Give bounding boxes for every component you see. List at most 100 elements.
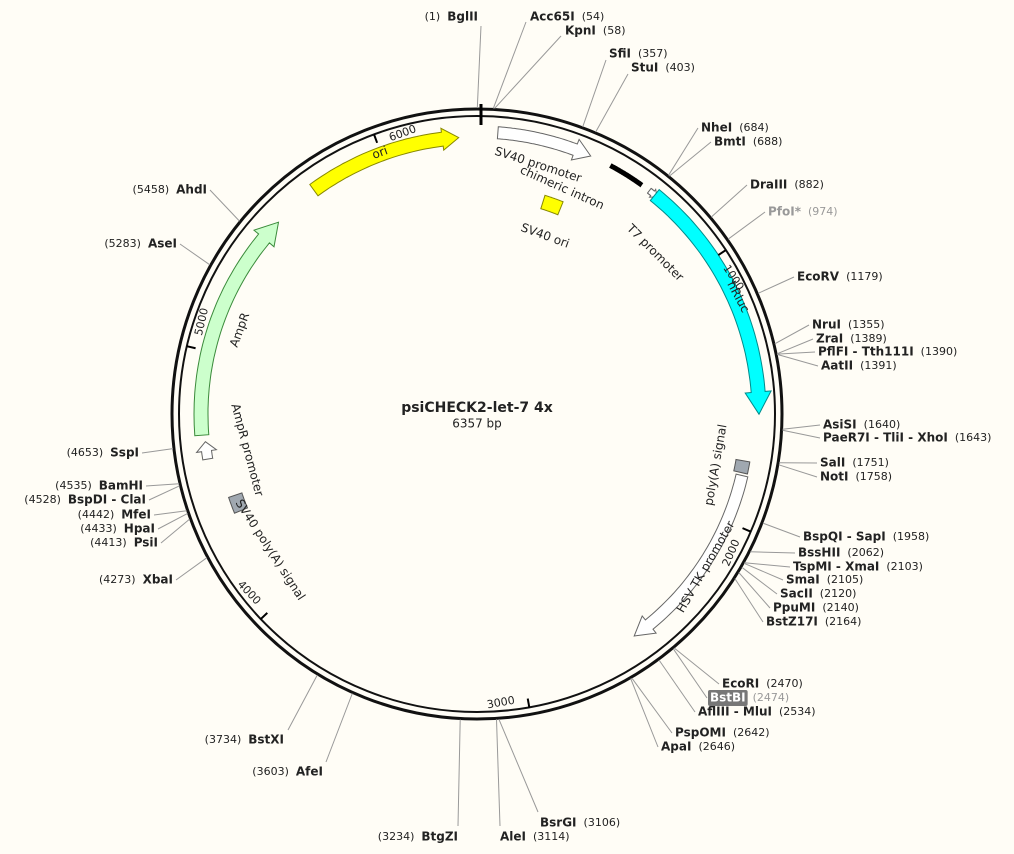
feature-5 [540,194,564,216]
site-name: NruI [812,318,841,332]
site-name: BsrGI [540,816,577,830]
site-name: AseI [148,237,177,251]
feature-7 [633,473,749,637]
site-leader [457,719,461,827]
site-name: PflFI - Tth111I [818,345,914,359]
site-leader [743,562,784,581]
site-name: ApaI [661,740,691,754]
site-leader [179,243,211,266]
site-leader [492,21,527,109]
site-position: (1391) [860,359,897,372]
site-position: (2474) [753,691,790,704]
site-position: (2534) [779,705,816,718]
site-leader [582,59,607,128]
site-leader [673,647,720,685]
site-position: (1643) [955,431,992,444]
site-leader [141,448,174,454]
site-position: (2120) [820,587,857,600]
site-position: (4273) [99,573,136,586]
site-position: (2062) [847,546,884,559]
site-position: (2646) [698,740,735,753]
site-leader [631,677,673,734]
site-position: (1958) [893,530,930,543]
site-name: SfiI [609,47,631,61]
site-name: TspMI - XmaI [793,560,879,574]
site-position: (3734) [205,733,242,746]
feature-8 [193,221,280,437]
site-position: (357) [638,47,668,60]
site-leader [630,678,659,748]
site-name: ZraI [816,332,843,346]
ruler-tick [717,249,727,256]
plasmid-length: 6357 bp [452,417,502,431]
site-leader [750,551,796,554]
site-position: (2164) [825,615,862,628]
site-leader [774,324,810,345]
site-position: (2140) [822,601,859,614]
site-leader [669,141,712,177]
site-leader [658,659,696,713]
site-name: PaeR7I - TliI - XhoI [823,431,948,445]
site-leader [153,510,187,516]
site-leader [476,25,482,109]
site-position: (974) [808,205,838,218]
site-position: (403) [665,61,695,74]
site-leader [757,276,795,294]
site-name: SspI [110,446,139,460]
site-name: BglII [447,10,478,24]
feature-0 [309,127,460,197]
site-leader [738,572,771,609]
site-name: XbaI [143,573,173,587]
site-name: DraIII [750,178,787,192]
site-leader [782,424,821,430]
site-position: (2103) [886,560,923,573]
site-name: AatII [821,359,853,373]
site-leader [782,429,821,439]
site-name: HpaI [124,522,155,536]
site-name: EcoRI [722,677,759,691]
site-position: (5283) [104,237,141,250]
site-leader [776,338,814,355]
ruler-tick [186,345,196,350]
site-name: BtgZI [421,830,458,844]
site-position: (4413) [90,536,127,549]
site-leader [287,674,318,731]
site-name: AleI [500,830,526,844]
site-leader [595,73,629,133]
feature-4 [649,188,772,416]
site-leader [496,719,501,827]
site-leader [160,518,190,544]
site-name: SacII [780,587,813,601]
site-highlight [708,690,748,706]
site-name: SalI [820,456,845,470]
site-name: BstBI [710,691,746,705]
site-position: (1390) [921,345,958,358]
site-leader [148,485,180,501]
site-name: NheI [701,121,732,135]
site-position: (684) [739,121,769,134]
site-leader [494,35,562,109]
site-name: PspOMI [675,726,726,740]
site-leader [209,189,240,222]
site-leader [741,566,778,595]
site-leader [498,719,539,813]
site-name: MfeI [121,508,151,522]
site-position: (4442) [78,508,115,521]
site-position: (4535) [55,479,92,492]
site-leader [727,211,766,240]
plasmid-name: psiCHECK2-let-7 4x [401,400,553,416]
site-position: (1751) [852,456,889,469]
ruler-tick [742,527,752,533]
site-leader [672,648,708,699]
site-position: (3603) [252,765,289,778]
ruler-tick [373,134,379,144]
site-leader [710,184,748,218]
site-name: BstZ17I [766,615,818,629]
site-leader [175,557,208,581]
site-name: PpuMI [773,601,815,615]
site-name: PsiI [134,536,158,550]
site-name: NotI [820,470,849,484]
site-name: AflIII - MluI [698,705,772,719]
